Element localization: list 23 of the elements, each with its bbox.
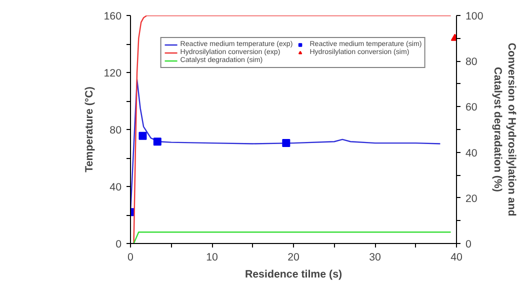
x-tick-label: 10	[206, 252, 218, 264]
point	[282, 139, 290, 148]
point	[138, 132, 147, 140]
x-axis-title: Residence tilme (s)	[244, 268, 343, 280]
y-tick-label: 80	[110, 124, 122, 136]
x-tick-label: 20	[288, 252, 300, 264]
y2-tick-label: 60	[466, 102, 478, 114]
point	[153, 138, 162, 146]
y2-axis-title: Conversion of Hydrosilylation and Catalyst degradation (%)	[491, 42, 518, 216]
y-tick-label: 0	[116, 238, 122, 250]
y-tick-label: 40	[110, 182, 122, 194]
y2-tick-label: 0	[466, 238, 472, 250]
x-tick-label: 0	[128, 252, 134, 264]
y-axis-title: Temperature (°C)	[84, 86, 96, 172]
y-tick-label: 160	[104, 10, 122, 22]
y2-tick-label: 20	[466, 192, 478, 205]
y-tick-label: 120	[104, 68, 122, 80]
x-tick-label: 40	[450, 252, 462, 264]
line-series	[133, 16, 452, 244]
y2-tick-label: 40	[466, 147, 478, 160]
y2-tick-label: 100	[466, 10, 484, 22]
x-tick-label: 30	[369, 252, 381, 264]
y2-tick-label: 80	[466, 56, 478, 68]
